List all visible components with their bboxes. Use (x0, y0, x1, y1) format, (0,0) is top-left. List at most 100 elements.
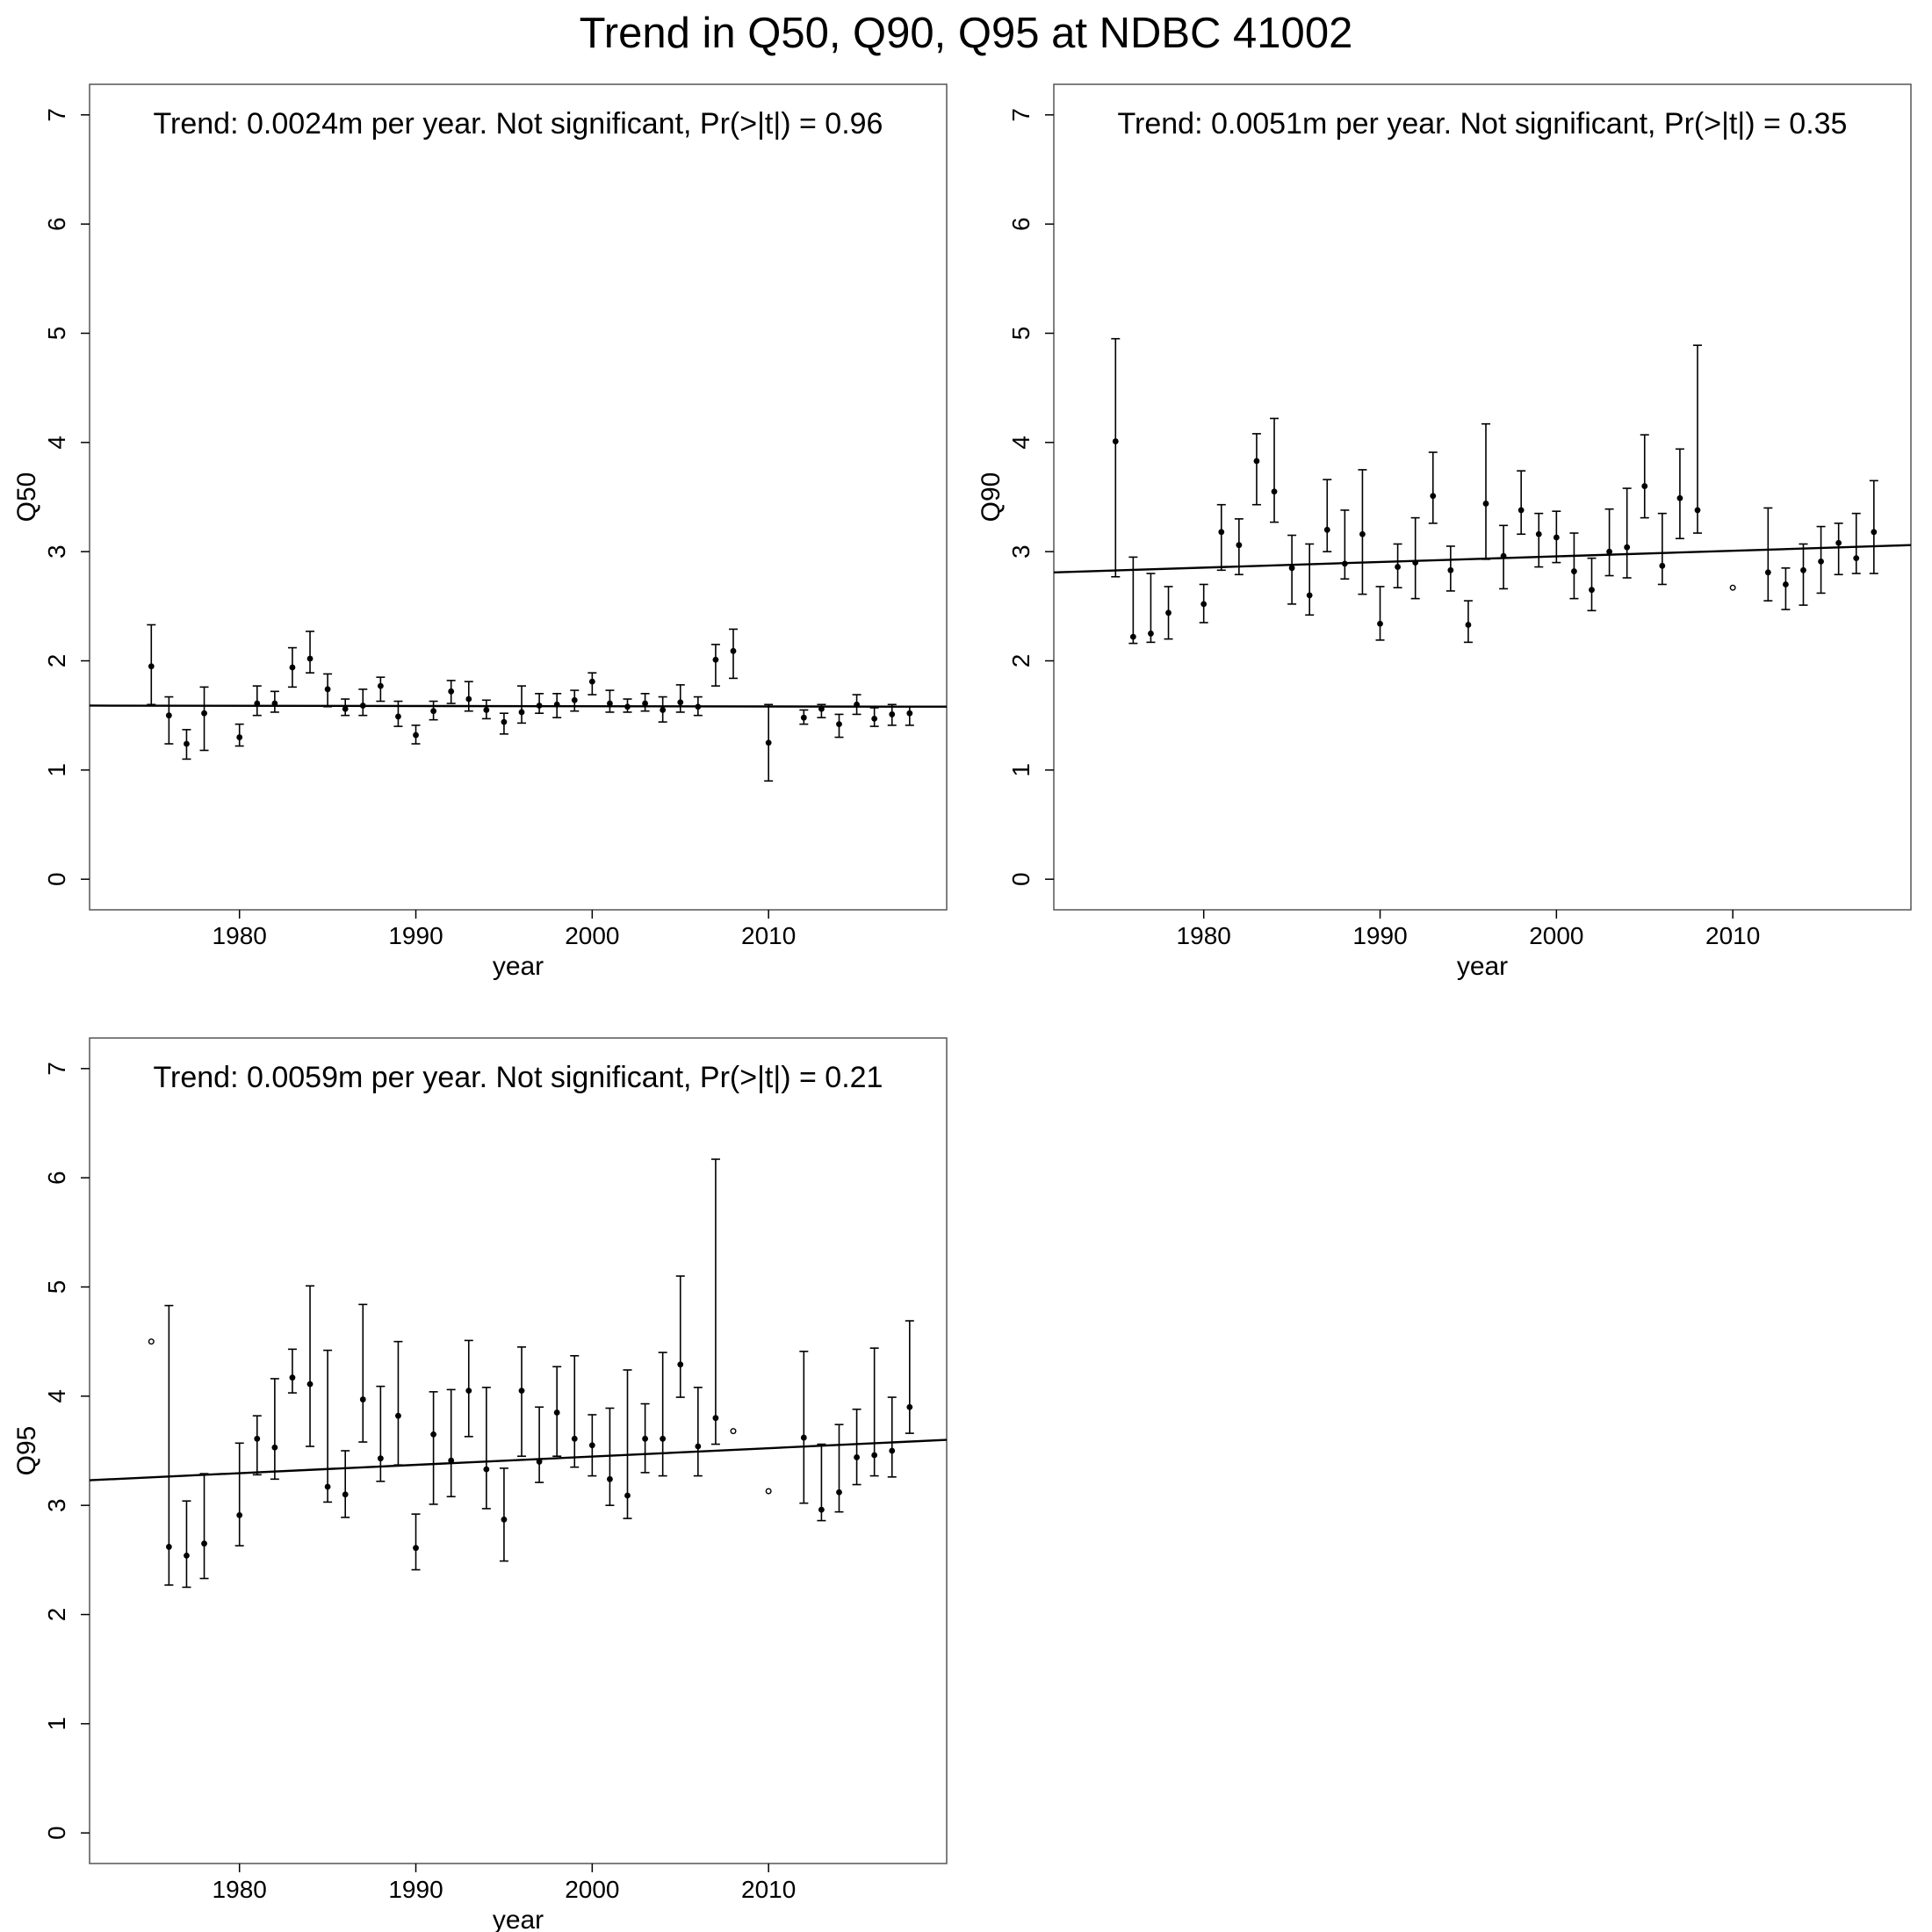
data-point (324, 686, 331, 693)
x-tick-label: 1980 (213, 922, 267, 949)
data-point (607, 1475, 613, 1482)
data-point (906, 710, 913, 717)
data-point (359, 703, 366, 709)
data-point (1482, 501, 1489, 507)
data-layer (1054, 337, 1911, 645)
y-tick-label: 1 (43, 763, 70, 777)
data-point (1783, 581, 1789, 588)
data-point (871, 716, 878, 722)
data-point (165, 1544, 172, 1550)
trend-annotation: Trend: 0.0059m per year. Not significant… (154, 1061, 883, 1094)
data-point (271, 700, 278, 707)
data-point (677, 699, 684, 706)
data-point-open (730, 1428, 737, 1435)
x-tick-label: 2010 (741, 1876, 796, 1903)
data-point (624, 1492, 631, 1499)
data-point (465, 696, 472, 703)
data-point (518, 1388, 525, 1395)
data-point (1764, 569, 1771, 576)
data-point (854, 1454, 860, 1460)
data-point (588, 678, 595, 685)
y-tick-label: 6 (1007, 217, 1034, 231)
data-point-open (765, 1488, 772, 1495)
trend-annotation: Trend: 0.0051m per year. Not significant… (1118, 107, 1848, 141)
data-point (1395, 564, 1402, 570)
data-point (289, 1374, 296, 1381)
data-point-open (1729, 584, 1736, 591)
data-point (818, 705, 825, 712)
y-tick-label: 7 (43, 1062, 70, 1076)
x-axis-title: year (493, 1906, 544, 1932)
data-point (571, 696, 578, 703)
data-point (536, 1459, 543, 1465)
data-point (906, 1403, 913, 1410)
data-point (1377, 620, 1383, 627)
data-point (1412, 559, 1419, 566)
trend-annotation: Trend: 0.0024m per year. Not significant… (154, 107, 883, 141)
data-point (695, 703, 702, 710)
data-point (165, 712, 172, 719)
data-point (642, 700, 648, 707)
data-point (889, 1447, 896, 1454)
data-point (1236, 542, 1243, 549)
data-point (1853, 555, 1860, 562)
y-tick-label: 5 (43, 1280, 70, 1294)
data-point (465, 1388, 472, 1395)
data-point (1676, 494, 1683, 501)
data-point (184, 740, 190, 747)
data-point-open (148, 1338, 155, 1345)
data-point (1112, 438, 1119, 444)
y-tick-label: 3 (43, 544, 70, 559)
y-tick-label: 4 (1007, 436, 1034, 450)
data-point (1465, 622, 1472, 628)
panel-q90: 1980 1990 2000 2010 0 1 2 3 4 5 6 7 year Q90 Trend: 0.… (977, 83, 1912, 981)
data-point (553, 701, 560, 708)
data-point (1165, 609, 1171, 616)
data-point (889, 711, 896, 717)
y-tick-label: 3 (43, 1498, 70, 1512)
data-point (607, 700, 613, 707)
trend-line (90, 704, 947, 708)
data-point (448, 688, 455, 695)
data-point (342, 1491, 349, 1498)
data-point (1306, 592, 1313, 599)
x-tick-label: 2000 (565, 1876, 619, 1903)
y-tick-label: 6 (43, 1171, 70, 1185)
y-tick-label: 3 (1007, 544, 1034, 559)
y-tick-label: 5 (43, 327, 70, 341)
data-point (1624, 544, 1631, 551)
x-tick-label: 1980 (1177, 922, 1231, 949)
x-tick-label: 2010 (741, 922, 796, 949)
data-point (1288, 565, 1295, 572)
data-point (377, 1455, 384, 1462)
data-point (1835, 539, 1842, 546)
data-point (483, 707, 490, 713)
data-point (413, 1545, 419, 1552)
y-tick-label: 2 (1007, 654, 1034, 668)
data-point (1553, 534, 1560, 541)
data-point (1694, 507, 1701, 514)
data-point (306, 655, 314, 662)
data-point (184, 1552, 190, 1559)
data-point (1659, 562, 1666, 569)
y-tick-label: 2 (43, 1608, 70, 1622)
data-point (1571, 568, 1577, 574)
data-point (201, 1540, 207, 1547)
data-point (236, 734, 243, 740)
y-tick-label: 1 (1007, 763, 1034, 777)
data-point (254, 1435, 261, 1442)
data-point (236, 1511, 243, 1518)
data-point (254, 700, 261, 707)
plot-frame (1053, 83, 1912, 911)
x-axis-title: year (1457, 952, 1508, 981)
data-point (430, 1431, 437, 1438)
y-tick-label: 0 (43, 872, 70, 886)
data-point (518, 709, 525, 716)
data-point (430, 708, 437, 715)
trend-line (90, 1438, 947, 1481)
x-tick-label: 2000 (1529, 922, 1583, 949)
data-point (800, 714, 807, 721)
x-tick-label: 2010 (1705, 922, 1760, 949)
data-point (818, 1506, 825, 1513)
